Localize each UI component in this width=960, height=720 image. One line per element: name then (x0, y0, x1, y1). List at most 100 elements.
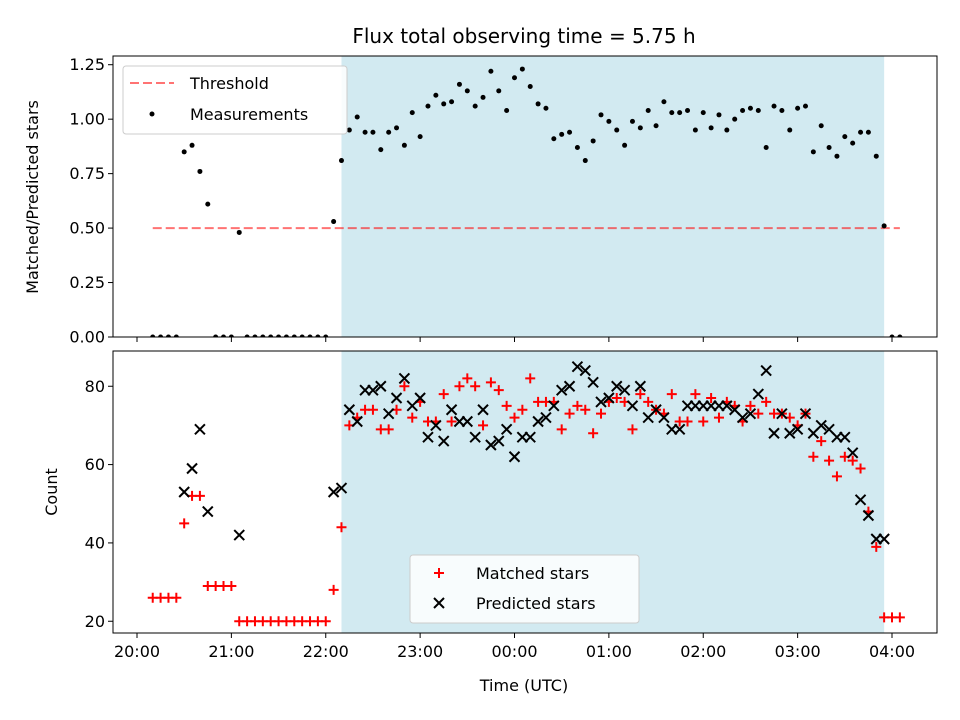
matched-star-point (816, 436, 827, 447)
measurement-point (417, 134, 423, 140)
measurement-point (716, 112, 722, 118)
legend-threshold-label: Threshold (189, 74, 269, 93)
predicted-star-point (540, 411, 552, 424)
top-observing-window (341, 56, 885, 337)
predicted-star-point (721, 400, 733, 412)
measurement-point (834, 153, 840, 159)
predicted-star-point (438, 435, 450, 447)
measurement-point (802, 103, 808, 109)
bottom-axes-frame (112, 350, 938, 634)
measurement-point (496, 88, 502, 94)
matched-star-point (226, 581, 237, 591)
measurement-point (512, 75, 517, 81)
measurement-point (283, 334, 289, 337)
measurement-point (409, 110, 415, 116)
chart-title: Flux total observing time = 5.75 h (352, 24, 695, 48)
measurement-point (165, 334, 171, 337)
matched-star-point (485, 377, 496, 388)
predicted-star-point (178, 486, 190, 498)
measurement-point (480, 94, 486, 100)
bottom-y-axis-label: Count (42, 468, 61, 516)
measurement-point (291, 334, 297, 337)
matched-star-point (847, 455, 858, 466)
measurement-point (315, 334, 321, 337)
measurement-point (236, 229, 242, 235)
measurement-point (394, 125, 400, 131)
measurement-point (653, 123, 659, 129)
measurement-point (629, 118, 635, 124)
predicted-star-point (768, 427, 780, 439)
measurement-point (881, 223, 887, 229)
matched-star-point (501, 400, 512, 411)
measurement-point (346, 127, 352, 133)
measurement-point (873, 153, 879, 159)
predicted-star-point (375, 380, 387, 392)
legend-matched-label: Matched stars (476, 564, 589, 583)
measurement-point (543, 105, 549, 111)
legend-measurements-swatch (149, 111, 155, 117)
measurement-point (818, 123, 824, 129)
predicted-star-point (186, 462, 198, 475)
predicted-star-point (500, 423, 513, 436)
measurement-point (401, 142, 407, 148)
top-y-tick-label: 0.00 (69, 328, 105, 347)
matched-star-point (627, 424, 638, 435)
bottom-legend-box (409, 554, 640, 624)
matched-star-point (407, 412, 418, 423)
measurement-point (732, 116, 738, 122)
matched-star-point (509, 412, 520, 423)
measurement-point (559, 131, 565, 137)
matched-star-point (525, 373, 536, 384)
measurement-point (858, 129, 864, 135)
matched-star-point (564, 408, 575, 419)
measurement-point (779, 107, 785, 113)
matched-star-point (690, 389, 701, 400)
matched-star-point (580, 404, 591, 415)
measurement-point (708, 125, 714, 131)
predicted-star-point (563, 380, 576, 392)
x-tick-label: 23:00 (397, 642, 443, 661)
matched-star-point (761, 396, 772, 407)
matched-star-point (438, 389, 449, 400)
top-plot-area (150, 66, 903, 337)
bottom-y-tick-label: 20 (85, 612, 105, 631)
measurement-point (598, 112, 604, 118)
predicted-star-point (335, 482, 348, 494)
measurement-point (755, 107, 761, 113)
legend-matched-swatch (434, 568, 444, 578)
measurement-point (158, 334, 164, 337)
predicted-star-point (791, 423, 804, 436)
x-tick-label: 04:00 (869, 642, 915, 661)
predicted-star-point (603, 392, 615, 404)
x-axis-label: Time (UTC) (479, 676, 568, 695)
matched-star-point (320, 616, 331, 627)
matched-star-point (399, 381, 410, 392)
top-y-axis-label: Matched/Predicted stars (23, 100, 42, 294)
measurement-point (299, 334, 305, 337)
measurement-point (425, 103, 431, 109)
matched-star-point (611, 393, 622, 403)
predicted-star-point (854, 494, 867, 506)
matched-star-point (745, 400, 756, 411)
predicted-star-point (776, 407, 788, 420)
predicted-star-point (351, 415, 363, 428)
matched-star-point (713, 412, 724, 423)
predicted-star-point (327, 486, 340, 498)
measurement-point (150, 334, 156, 337)
measurement-point (692, 127, 698, 133)
measurement-point (197, 168, 203, 174)
predicted-star-point (862, 509, 875, 522)
measurement-point (488, 68, 494, 74)
bottom-plot-area (147, 360, 905, 627)
matched-star-point (367, 404, 378, 415)
measurement-point (622, 142, 628, 148)
measurement-point (582, 158, 588, 164)
matched-star-point (643, 396, 654, 407)
predicted-star-point (508, 451, 521, 463)
measurement-point (228, 334, 234, 337)
top-y-tick-label: 0.50 (69, 219, 105, 238)
predicted-star-point (878, 533, 890, 545)
x-tick-label: 03:00 (775, 642, 821, 661)
top-y-tick-label: 0.25 (69, 273, 105, 292)
measurement-point (504, 107, 510, 113)
